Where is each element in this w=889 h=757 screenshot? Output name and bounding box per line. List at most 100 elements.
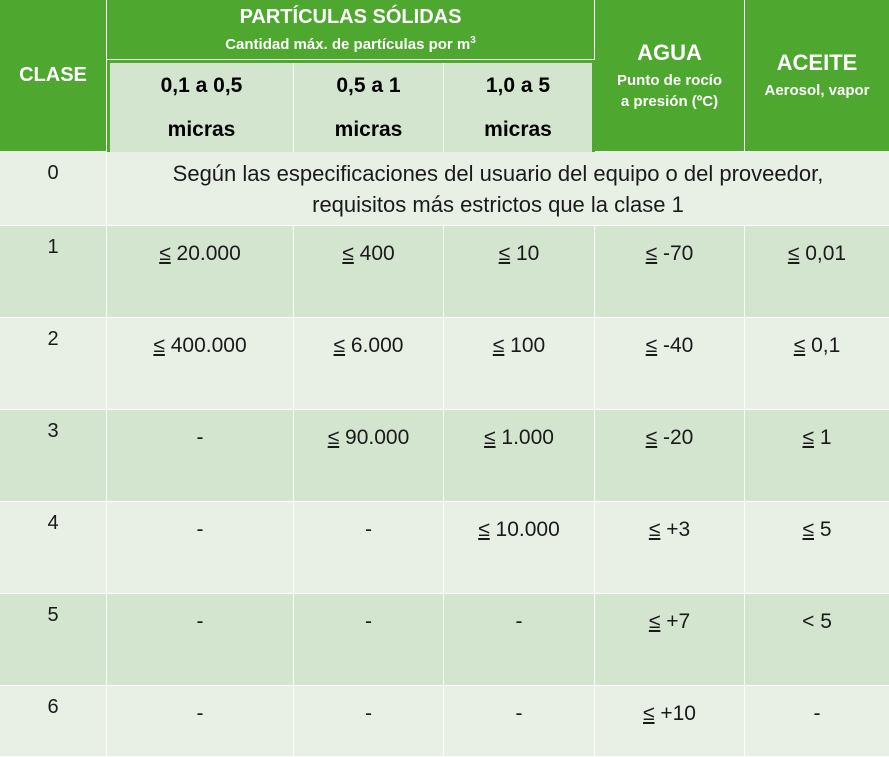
less-or-equal-symbol: ≤ xyxy=(484,426,496,449)
header-aceite-title: ACEITE xyxy=(776,50,858,75)
value-text: -40 xyxy=(657,334,694,357)
cell-value: - xyxy=(365,702,372,726)
value-text: 100 xyxy=(504,334,546,357)
table-cell-agua: ≤ +3 xyxy=(595,502,745,594)
table-cell-c1: ≤ 20.000 xyxy=(107,226,294,318)
cell-value: - xyxy=(365,518,372,542)
table-cell-c1: - xyxy=(107,410,294,502)
table-cell-c2: - xyxy=(294,686,444,757)
less-or-equal-symbol: ≤ xyxy=(492,334,505,357)
table-cell-c3: ≤ 1.000 xyxy=(444,410,595,502)
table-cell-aceite: < 5 xyxy=(745,594,889,686)
table-cell-clase: 4 xyxy=(0,502,107,594)
cell-value: ≤ 6.000 xyxy=(334,334,404,358)
value-text: - xyxy=(365,518,372,541)
less-or-equal-symbol: ≤ xyxy=(802,426,814,449)
table-cell-clase: 5 xyxy=(0,594,107,686)
cell-value: - xyxy=(516,610,523,634)
less-or-equal-symbol: ≤ xyxy=(787,242,800,265)
less-or-equal-symbol: ≤ xyxy=(645,426,658,449)
table-cell-c2: ≤ 6.000 xyxy=(294,318,444,410)
subheader-size-1-line1: 0,1 a 0,5 xyxy=(160,73,243,97)
less-or-equal-symbol: ≤ xyxy=(327,426,340,449)
class-number: 5 xyxy=(47,604,59,626)
value-text: 20.000 xyxy=(170,242,241,265)
table-cell-clase: 1 xyxy=(0,226,107,318)
cell-value: - xyxy=(197,702,204,726)
row-class-0-note-line1: Según las especificaciones del usuario d… xyxy=(172,160,824,186)
less-or-equal-symbol: ≤ xyxy=(159,242,171,265)
cell-value: ≤ 400 xyxy=(342,242,394,266)
value-text: 1 xyxy=(814,426,832,449)
table-cell-agua: ≤ +10 xyxy=(595,686,745,757)
value-text: - xyxy=(196,610,204,633)
header-particulas-subtitle: Cantidad máx. de partículas por m3 xyxy=(225,30,476,55)
cell-value: ≤ +10 xyxy=(643,702,696,726)
value-text: - xyxy=(196,702,204,725)
subheader-size-1-line2: micras xyxy=(167,117,236,141)
less-or-equal-symbol: ≤ xyxy=(342,242,354,265)
less-or-equal-symbol: ≤ xyxy=(478,518,490,541)
value-text: - xyxy=(196,518,204,541)
table-cell-c2: - xyxy=(294,502,444,594)
table-cell-aceite: ≤ 0,01 xyxy=(745,226,889,318)
class-number: 2 xyxy=(47,328,59,350)
subheader-size-3-line2: micras xyxy=(484,117,552,141)
header-particulas-sup: 3 xyxy=(470,35,476,46)
table-cell-c2: ≤ 400 xyxy=(294,226,444,318)
value-text: - xyxy=(196,426,204,449)
class-number: 1 xyxy=(47,236,59,258)
table-cell-aceite: ≤ 0,1 xyxy=(745,318,889,410)
cell-value: ≤ 400.000 xyxy=(153,334,246,358)
cell-value: ≤ 0,1 xyxy=(794,334,841,358)
less-or-equal-symbol: ≤ xyxy=(645,242,658,265)
table-cell-c1: - xyxy=(107,594,294,686)
value-text: - xyxy=(515,702,523,725)
subheader-size-3-line1: 1,0 a 5 xyxy=(485,73,551,97)
subheader-size-2: 0,5 a 1 micras xyxy=(294,63,444,152)
less-or-equal-symbol: ≤ xyxy=(333,334,346,357)
value-text: < 5 xyxy=(802,610,832,633)
table-cell-c3: - xyxy=(444,594,595,686)
value-text: - xyxy=(515,610,523,633)
cell-value: ≤ -70 xyxy=(646,242,694,266)
header-particulas: PARTÍCULAS SÓLIDAS Cantidad máx. de part… xyxy=(107,0,595,60)
row-class-0-clase: 0 xyxy=(0,152,107,226)
cell-value: ≤ 5 xyxy=(802,518,831,542)
class-number: 4 xyxy=(47,512,59,534)
cell-value: ≤ 0,01 xyxy=(788,242,846,266)
less-or-equal-symbol: ≤ xyxy=(648,518,661,541)
value-text: 6.000 xyxy=(345,334,404,357)
table-cell-c1: - xyxy=(107,502,294,594)
table-cell-clase: 6 xyxy=(0,686,107,757)
cell-value: ≤ 10.000 xyxy=(478,518,560,542)
cell-value: - xyxy=(365,610,372,634)
table-cell-agua: ≤ -70 xyxy=(595,226,745,318)
header-agua-sub1: Punto de rocío xyxy=(617,71,722,89)
value-text: - xyxy=(365,610,372,633)
cell-value: ≤ -20 xyxy=(646,426,694,450)
table-cell-c3: ≤ 100 xyxy=(444,318,595,410)
row-class-0-note: Según las especificaciones del usuario d… xyxy=(107,152,889,226)
cell-value: - xyxy=(197,426,204,450)
header-agua-sub2: a presión (ºC) xyxy=(620,92,719,110)
header-agua-title: AGUA xyxy=(637,39,702,65)
table-cell-clase: 2 xyxy=(0,318,107,410)
cell-value: - xyxy=(516,702,523,726)
value-text: +3 xyxy=(660,518,691,541)
cell-value: ≤ 10 xyxy=(499,242,540,266)
cell-value: ≤ +7 xyxy=(649,610,690,634)
header-clase: CLASE xyxy=(0,0,107,152)
less-or-equal-symbol: ≤ xyxy=(648,610,661,633)
value-text: +7 xyxy=(660,610,691,633)
header-aceite-sub: Aerosol, vapor xyxy=(764,82,870,99)
subheader-size-3: 1,0 a 5 micras xyxy=(444,63,592,152)
class-number: 6 xyxy=(47,696,59,718)
cell-value: ≤ -40 xyxy=(646,334,694,358)
cell-value: ≤ 1 xyxy=(802,426,831,450)
less-or-equal-symbol: ≤ xyxy=(153,334,165,357)
table-cell-aceite: ≤ 1 xyxy=(745,410,889,502)
subheader-size-2-line1: 0,5 a 1 xyxy=(336,73,401,97)
table-cell-c3: ≤ 10.000 xyxy=(444,502,595,594)
